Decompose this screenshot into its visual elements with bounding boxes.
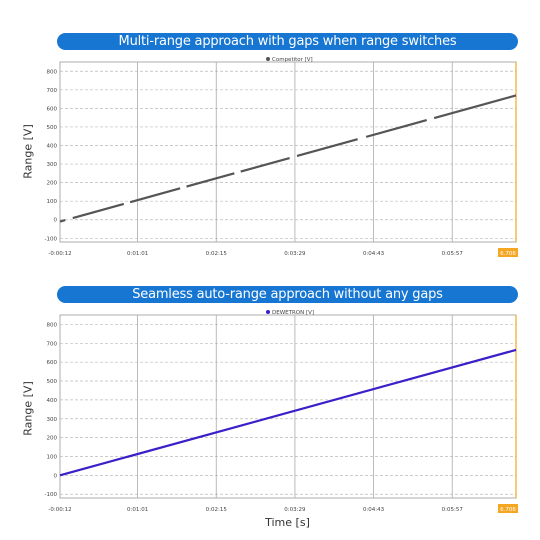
cursor-value-box [498,504,518,513]
y-tick-label: -100 [45,492,58,498]
x-tick-label: 0:05:57 [442,507,464,513]
x-tick-label: 0:03:29 [284,507,306,513]
legend-label: Competitor [V] [272,57,313,63]
chart-bottom: -100 0 100 200 300 400 500 600 700 800 -0:00:12 0:0… [45,310,518,513]
y-tick-label: 200 [47,436,58,442]
y-tick-label: 600 [47,106,58,112]
x-tick-label: 0:03:29 [284,251,306,257]
x-tick-label: 6.706 [500,251,516,257]
x-tick-label: 0:04:43 [363,507,385,513]
y-axis-label-bottom: Range [V] [21,381,35,436]
plot-area [59,314,517,499]
series-line-segment [129,187,181,204]
legend-marker [266,310,270,314]
x-tick-label: 0:01:01 [127,507,148,513]
y-tick-label: 0 [54,473,58,479]
y-tick-label: 300 [47,417,58,423]
series-line-segment [59,219,66,223]
series-line-segment [186,172,235,188]
y-axis-label-top: Range [V] [21,124,35,179]
y-tick-label: 400 [47,398,58,404]
x-tick-label: 0:02:15 [206,507,228,513]
y-tick-label: 500 [47,125,58,131]
y-tick-label: 800 [47,69,58,75]
plot-area [59,61,517,243]
x-tick-label: 0:04:43 [363,251,385,257]
x-tick-label: 0:05:57 [442,251,464,257]
x-tick-label: 0:01:01 [127,251,148,257]
y-tick-label: 700 [47,88,58,94]
cursor-value-box [498,248,518,257]
y-tick-label: 800 [47,322,58,328]
series-line-segment [240,156,290,173]
x-tick-label: 0:02:15 [206,251,228,257]
series-line-segment [365,119,428,138]
series-line-segment [296,138,358,158]
x-tick-label: -0:00:12 [48,507,71,513]
x-tick-label: -0:00:12 [48,251,71,257]
chart-title-top: Multi-range approach with gaps when rang… [57,33,518,50]
y-tick-label: 100 [47,199,58,205]
y-tick-label: 100 [47,454,58,460]
y-tick-label: -100 [45,236,58,242]
series-line-segment [433,94,517,120]
y-tick-label: 300 [47,162,58,168]
chart-top: -100 0 100 200 300 400 500 600 700 800 -0:00:12 0:0… [45,57,518,257]
series-line-segment [59,348,517,477]
y-tick-label: 600 [47,360,58,366]
y-tick-label: 500 [47,379,58,385]
series-line-segment [72,202,125,220]
y-tick-label: 700 [47,341,58,347]
y-tick-label: 400 [47,144,58,150]
chart-title-bottom: Seamless auto-range approach without any… [57,286,518,303]
y-tick-label: 200 [47,181,58,187]
y-tick-label: 0 [54,218,58,224]
legend-label: DEWETRON [V] [272,310,314,316]
x-axis-label: Time [s] [265,516,310,529]
legend-marker [266,57,270,61]
x-tick-label: 6.706 [500,507,516,513]
